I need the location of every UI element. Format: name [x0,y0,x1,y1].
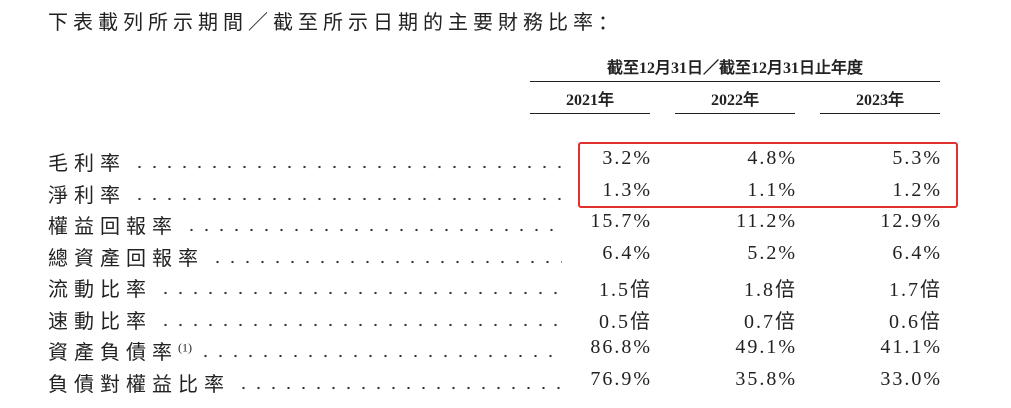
column-header: 2023年 [820,86,940,114]
cell-value: 86.8% [590,336,652,358]
dot-leader [236,385,562,390]
dot-leader [184,228,562,232]
row-label: 毛利率 [48,147,126,176]
dot-leader [132,196,562,201]
label-text: 負債對權益比率 [48,373,230,396]
label-text: 流動比率 [48,279,152,301]
cell-value: 33.0% [880,367,942,390]
label-text: 毛利率 [48,153,126,175]
cell-value: 1.5倍 [599,279,652,301]
row-label: 速動比率 [48,305,152,334]
intro: 下表載列所示期間／截至所示日期的主要財務比率： [48,12,623,34]
label-text: 權益回報率 [48,216,178,238]
cell-value: 35.8% [735,367,797,390]
row-label: 總資產回報率 [48,242,204,271]
cell-value: 11.2% [736,210,797,232]
cell-value: 12.9% [880,210,942,232]
cell-value: 1.2% [892,178,942,201]
row-label: 資產負債率(1) [48,336,192,365]
cell-value: 6.4% [602,241,652,264]
row-label: 負債對權益比率 [48,368,230,397]
label-text: 速動比率 [48,310,152,333]
row-label: 淨利率 [48,179,126,208]
cell-value: 0.5倍 [599,310,652,333]
cell-value: 5.2% [747,241,797,264]
column-header: 2021年 [530,86,650,114]
cell-value: 0.6倍 [889,310,942,333]
label-text: 資產負債率 [48,342,178,364]
label-text: 淨利率 [48,184,126,207]
dot-leader [210,259,562,264]
cell-value: 4.8% [747,147,797,169]
cell-value: 15.7% [590,210,652,232]
cell-value: 41.1% [880,336,942,358]
cell-value: 1.8倍 [744,279,797,301]
dot-leader [132,165,562,169]
cell-value: 1.3% [602,178,652,201]
cell-value: 6.4% [892,241,942,264]
highlight-box [578,142,958,208]
row-label: 流動比率 [48,273,152,302]
dot-leader [158,322,562,327]
column-header: 2022年 [675,86,795,114]
cell-value: 1.7倍 [889,279,942,301]
cell-value: 3.2% [602,147,652,169]
cell-value: 5.3% [892,147,942,169]
row-label: 權益回報率 [48,210,178,239]
header-group: 截至12月31日／截至12月31日止年度 [530,54,940,82]
footnote-ref: (1) [178,340,192,355]
dot-leader [158,291,562,295]
dot-leader [198,354,562,358]
cell-value: 49.1% [735,336,797,358]
cell-value: 76.9% [590,367,652,390]
label-text: 總資產回報率 [48,247,204,270]
cell-value: 0.7倍 [744,310,797,333]
cell-value: 1.1% [747,178,797,201]
